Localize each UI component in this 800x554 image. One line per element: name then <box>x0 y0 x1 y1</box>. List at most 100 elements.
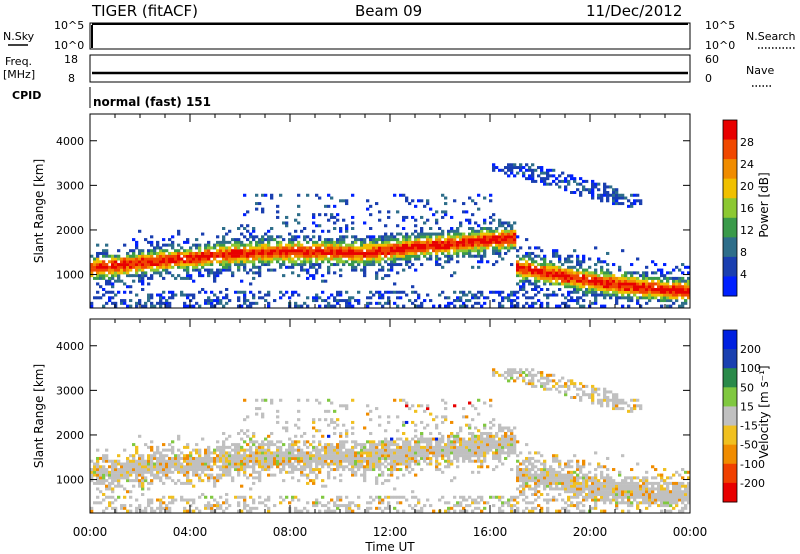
heatmap-cell <box>333 501 337 505</box>
heatmap-cell <box>567 179 571 183</box>
heatmap-cell <box>519 490 523 494</box>
heatmap-cell <box>117 495 121 499</box>
heatmap-cell <box>645 296 649 300</box>
heatmap-cell <box>234 263 238 267</box>
heatmap-cell <box>285 215 289 219</box>
heatmap-cell <box>531 373 535 377</box>
heatmap-cell <box>387 251 391 255</box>
heatmap-cell <box>639 285 643 289</box>
heatmap-cell <box>288 296 292 300</box>
heatmap-cell <box>258 456 262 460</box>
heatmap-cell <box>450 235 454 239</box>
heatmap-cell <box>354 238 358 242</box>
heatmap-cell <box>666 287 670 291</box>
heatmap-cell <box>96 263 100 267</box>
heatmap-cell <box>462 443 466 447</box>
heatmap-cell <box>216 235 220 239</box>
heatmap-cell <box>651 290 655 294</box>
heatmap-cell <box>276 409 280 413</box>
heatmap-cell <box>216 299 220 303</box>
heatmap-cell <box>123 301 127 305</box>
heatmap-cell <box>243 290 247 294</box>
heatmap-cell <box>150 459 154 463</box>
heatmap-cell <box>318 468 322 472</box>
heatmap-cell <box>198 304 202 308</box>
heatmap-cell <box>156 473 160 477</box>
heatmap-cell <box>336 465 340 469</box>
heatmap-cell <box>279 451 283 455</box>
heatmap-cell <box>330 215 334 219</box>
heatmap-cell <box>219 476 223 480</box>
heatmap-cell <box>471 296 475 300</box>
heatmap-cell <box>282 254 286 258</box>
heatmap-cell <box>453 445 457 449</box>
heatmap-cell <box>246 443 250 447</box>
heatmap-cell <box>294 249 298 253</box>
heatmap-cell <box>540 171 544 175</box>
heatmap-cell <box>546 382 550 386</box>
heatmap-cell <box>522 481 526 485</box>
heatmap-cell <box>357 504 361 508</box>
heatmap-cell <box>498 445 502 449</box>
heatmap-cell <box>216 260 220 264</box>
heatmap-cell <box>477 243 481 247</box>
heatmap-cell <box>555 254 559 258</box>
heatmap-cell <box>102 249 106 253</box>
heatmap-cell <box>447 448 451 452</box>
heatmap-cell <box>546 293 550 297</box>
heatmap-cell <box>507 429 511 433</box>
heatmap-cell <box>132 468 136 472</box>
heatmap-cell <box>414 454 418 458</box>
heatmap-cell <box>468 227 472 231</box>
heatmap-cell <box>387 445 391 449</box>
heatmap-cell <box>327 462 331 466</box>
heatmap-cell <box>498 426 502 430</box>
heatmap-cell <box>522 171 526 175</box>
heatmap-cell <box>669 271 673 275</box>
heatmap-cell <box>540 492 544 496</box>
heatmap-cell <box>243 193 247 197</box>
heatmap-cell <box>123 282 127 286</box>
heatmap-cell <box>264 254 268 258</box>
heatmap-cell <box>240 254 244 258</box>
heatmap-cell <box>591 293 595 297</box>
heatmap-cell <box>180 468 184 472</box>
heatmap-cell <box>645 271 649 275</box>
heatmap-cell <box>459 495 463 499</box>
heatmap-cell <box>351 257 355 261</box>
heatmap-cell <box>396 232 400 236</box>
heatmap-cell <box>297 213 301 217</box>
heatmap-cell <box>396 210 400 214</box>
heatmap-cell <box>108 290 112 294</box>
heatmap-cell <box>261 462 265 466</box>
heatmap-cell <box>129 290 133 294</box>
heatmap-cell <box>147 276 151 280</box>
heatmap-cell <box>216 473 220 477</box>
heatmap-cell <box>261 210 265 214</box>
heatmap-cell <box>393 193 397 197</box>
heatmap-cell <box>330 462 334 466</box>
heatmap-cell <box>276 420 280 424</box>
heatmap-cell <box>192 254 196 258</box>
heatmap-cell <box>675 290 679 294</box>
heatmap-cell <box>276 215 280 219</box>
heatmap-cell <box>222 235 226 239</box>
heatmap-cell <box>243 398 247 402</box>
heatmap-cell <box>492 371 496 375</box>
heatmap-cell <box>174 257 178 261</box>
heatmap-cell <box>489 404 493 408</box>
cpid-label: CPID <box>12 89 41 102</box>
heatmap-cell <box>375 495 379 499</box>
heatmap-cell <box>186 274 190 278</box>
heatmap-cell <box>279 470 283 474</box>
heatmap-cell <box>363 274 367 278</box>
heatmap-cell <box>135 257 139 261</box>
heatmap-cell <box>369 290 373 294</box>
heatmap-cell <box>474 451 478 455</box>
heatmap-cell <box>531 501 535 505</box>
heatmap-cell <box>393 282 397 286</box>
heatmap-cell <box>297 254 301 258</box>
heatmap-cell <box>393 235 397 239</box>
heatmap-cell <box>426 199 430 203</box>
